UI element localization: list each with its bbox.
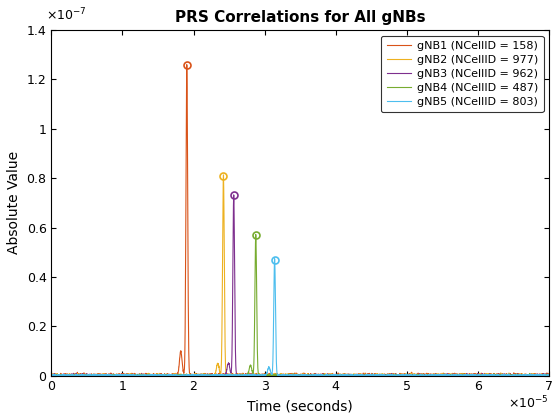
gNB4 (NCellID = 487) (531, 373, 538, 378)
gNB3 (NCellID = 962) (531, 373, 538, 378)
gNB5 (NCellID = 803) (271, 256, 278, 261)
gNB1 (NCellID = 158) (545, 373, 552, 378)
gNB1 (NCellID = 158) (506, 373, 512, 378)
gNB3 (NCellID = 962) (48, 373, 55, 378)
gNB4 (NCellID = 487) (261, 373, 268, 378)
gNB2 (NCellID = 977) (531, 373, 538, 378)
gNB2 (NCellID = 977) (220, 172, 227, 177)
gNB3 (NCellID = 962) (361, 373, 367, 378)
gNB1 (NCellID = 158) (184, 62, 190, 67)
gNB3 (NCellID = 962) (261, 373, 268, 378)
gNB2 (NCellID = 977) (410, 373, 417, 378)
gNB1 (NCellID = 158) (531, 372, 538, 377)
gNB2 (NCellID = 977) (48, 373, 55, 378)
Line: gNB5 (NCellID = 803): gNB5 (NCellID = 803) (52, 259, 549, 375)
gNB1 (NCellID = 158) (302, 373, 309, 378)
gNB5 (NCellID = 803) (284, 373, 291, 378)
Line: gNB3 (NCellID = 962): gNB3 (NCellID = 962) (52, 195, 549, 375)
gNB3 (NCellID = 962) (284, 373, 291, 378)
gNB5 (NCellID = 803) (257, 373, 264, 378)
gNB3 (NCellID = 962) (410, 373, 417, 378)
gNB4 (NCellID = 487) (284, 373, 291, 378)
gNB5 (NCellID = 803) (48, 373, 55, 378)
gNB5 (NCellID = 803) (545, 373, 552, 378)
gNB1 (NCellID = 158) (410, 372, 417, 377)
Text: $\times10^{-7}$: $\times10^{-7}$ (46, 6, 87, 23)
gNB3 (NCellID = 962) (230, 192, 237, 197)
Text: $\times10^{-5}$: $\times10^{-5}$ (508, 395, 549, 411)
gNB5 (NCellID = 803) (506, 372, 512, 377)
gNB2 (NCellID = 977) (545, 372, 552, 377)
gNB4 (NCellID = 487) (253, 232, 259, 237)
gNB2 (NCellID = 977) (506, 373, 512, 378)
X-axis label: Time (seconds): Time (seconds) (248, 399, 353, 413)
Legend: gNB1 (NCellID = 158), gNB2 (NCellID = 977), gNB3 (NCellID = 962), gNB4 (NCellID : gNB1 (NCellID = 158), gNB2 (NCellID = 97… (381, 36, 544, 112)
gNB2 (NCellID = 977) (293, 373, 300, 378)
gNB5 (NCellID = 803) (410, 373, 417, 378)
Title: PRS Correlations for All gNBs: PRS Correlations for All gNBs (175, 10, 426, 25)
Line: gNB4 (NCellID = 487): gNB4 (NCellID = 487) (52, 234, 549, 375)
Line: gNB1 (NCellID = 158): gNB1 (NCellID = 158) (52, 65, 549, 375)
gNB4 (NCellID = 487) (506, 373, 512, 378)
gNB2 (NCellID = 977) (284, 371, 291, 376)
Line: gNB2 (NCellID = 977): gNB2 (NCellID = 977) (52, 175, 549, 375)
gNB4 (NCellID = 487) (257, 373, 264, 378)
gNB4 (NCellID = 487) (457, 373, 464, 378)
gNB2 (NCellID = 977) (261, 373, 268, 378)
gNB2 (NCellID = 977) (257, 373, 264, 378)
Y-axis label: Absolute Value: Absolute Value (7, 151, 21, 255)
gNB4 (NCellID = 487) (410, 373, 417, 378)
gNB3 (NCellID = 962) (506, 373, 512, 378)
gNB1 (NCellID = 158) (284, 373, 291, 378)
gNB5 (NCellID = 803) (475, 373, 482, 378)
gNB1 (NCellID = 158) (48, 373, 55, 378)
gNB4 (NCellID = 487) (48, 373, 55, 378)
gNB3 (NCellID = 962) (545, 373, 552, 378)
gNB1 (NCellID = 158) (257, 373, 264, 378)
gNB5 (NCellID = 803) (261, 373, 268, 378)
gNB1 (NCellID = 158) (261, 373, 268, 378)
gNB4 (NCellID = 487) (545, 373, 552, 378)
gNB3 (NCellID = 962) (257, 372, 264, 377)
gNB5 (NCellID = 803) (531, 373, 538, 378)
